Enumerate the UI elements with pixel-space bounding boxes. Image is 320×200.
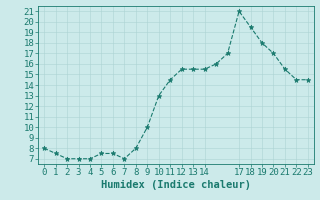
X-axis label: Humidex (Indice chaleur): Humidex (Indice chaleur) [101,180,251,190]
